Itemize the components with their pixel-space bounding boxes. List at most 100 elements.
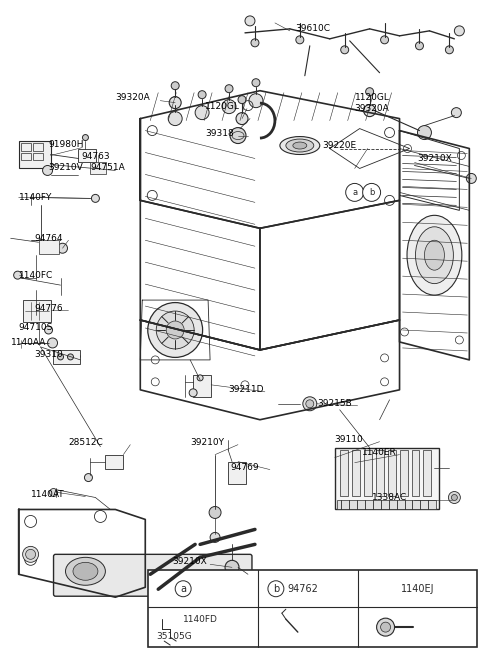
Text: 1140AA: 1140AA bbox=[11, 339, 46, 347]
Circle shape bbox=[58, 354, 63, 360]
Text: 91980H: 91980H bbox=[48, 140, 84, 149]
Bar bbox=[399, 449, 408, 496]
Text: 39215B: 39215B bbox=[318, 400, 352, 408]
Circle shape bbox=[13, 271, 22, 279]
Text: 39210Y: 39210Y bbox=[190, 438, 224, 447]
Circle shape bbox=[445, 46, 454, 54]
Text: 94769: 94769 bbox=[230, 463, 259, 472]
Circle shape bbox=[25, 550, 36, 559]
Circle shape bbox=[91, 195, 99, 202]
Circle shape bbox=[245, 16, 255, 26]
Bar bbox=[33, 143, 43, 151]
Circle shape bbox=[49, 489, 58, 496]
Text: 39320A: 39320A bbox=[115, 93, 150, 102]
Ellipse shape bbox=[73, 563, 98, 580]
Circle shape bbox=[225, 84, 233, 92]
Circle shape bbox=[197, 375, 203, 381]
Text: a: a bbox=[352, 188, 357, 197]
Bar bbox=[23, 300, 50, 322]
Text: 39610C: 39610C bbox=[295, 24, 330, 33]
Bar bbox=[193, 375, 211, 397]
Circle shape bbox=[171, 82, 179, 90]
Bar bbox=[106, 455, 123, 468]
Ellipse shape bbox=[65, 557, 106, 586]
Circle shape bbox=[189, 389, 197, 397]
Text: 39210X: 39210X bbox=[418, 154, 452, 163]
Circle shape bbox=[366, 88, 373, 96]
Circle shape bbox=[175, 581, 191, 597]
Text: 1140EJ: 1140EJ bbox=[401, 584, 434, 593]
Bar bbox=[336, 500, 436, 510]
Circle shape bbox=[377, 618, 395, 636]
Text: 1140FY: 1140FY bbox=[19, 193, 52, 202]
Text: 35105G: 35105G bbox=[156, 631, 192, 641]
Text: b: b bbox=[273, 584, 279, 593]
Bar bbox=[19, 141, 50, 168]
Text: 39310: 39310 bbox=[35, 350, 63, 360]
Bar bbox=[78, 149, 96, 162]
Circle shape bbox=[171, 97, 179, 105]
Text: 94710S: 94710S bbox=[19, 324, 53, 333]
Circle shape bbox=[238, 96, 246, 103]
Ellipse shape bbox=[416, 227, 454, 284]
Bar bbox=[423, 449, 432, 496]
Bar bbox=[364, 449, 372, 496]
Text: b: b bbox=[369, 188, 374, 197]
Circle shape bbox=[43, 166, 52, 176]
Circle shape bbox=[169, 97, 181, 109]
Ellipse shape bbox=[280, 136, 320, 155]
Circle shape bbox=[416, 42, 423, 50]
Circle shape bbox=[168, 111, 182, 126]
Circle shape bbox=[198, 90, 206, 99]
Text: a: a bbox=[180, 584, 186, 593]
Bar bbox=[33, 153, 43, 160]
Text: 1140ER: 1140ER bbox=[361, 448, 396, 457]
Bar bbox=[335, 447, 439, 510]
Text: 94762: 94762 bbox=[288, 584, 319, 593]
Bar bbox=[21, 143, 31, 151]
Text: 94764: 94764 bbox=[35, 234, 63, 243]
Bar bbox=[38, 240, 59, 254]
Circle shape bbox=[341, 46, 348, 54]
Text: 39110: 39110 bbox=[335, 435, 363, 444]
Text: 39220E: 39220E bbox=[323, 141, 357, 150]
Circle shape bbox=[45, 326, 52, 334]
Circle shape bbox=[455, 26, 464, 36]
Circle shape bbox=[222, 100, 236, 113]
Bar bbox=[148, 571, 477, 647]
Circle shape bbox=[303, 397, 317, 411]
Bar bbox=[21, 153, 31, 160]
Circle shape bbox=[364, 105, 376, 117]
Bar bbox=[52, 350, 81, 364]
Bar bbox=[387, 449, 396, 496]
Circle shape bbox=[48, 338, 58, 348]
Circle shape bbox=[249, 94, 263, 107]
Circle shape bbox=[268, 581, 284, 597]
Circle shape bbox=[209, 506, 221, 519]
Circle shape bbox=[363, 183, 381, 201]
Circle shape bbox=[195, 105, 209, 120]
Ellipse shape bbox=[293, 142, 307, 149]
Circle shape bbox=[448, 491, 460, 504]
Ellipse shape bbox=[424, 240, 444, 270]
Circle shape bbox=[296, 36, 304, 44]
Text: 39211D: 39211D bbox=[228, 385, 264, 394]
Circle shape bbox=[418, 126, 432, 140]
Circle shape bbox=[210, 533, 220, 542]
Text: 39210X: 39210X bbox=[172, 557, 207, 566]
Text: 39320A: 39320A bbox=[355, 104, 389, 113]
Bar bbox=[90, 162, 107, 174]
Circle shape bbox=[451, 107, 461, 118]
Circle shape bbox=[225, 560, 239, 574]
Text: 94776: 94776 bbox=[35, 303, 63, 312]
Ellipse shape bbox=[148, 303, 203, 358]
Text: 94751A: 94751A bbox=[90, 163, 125, 172]
Text: 1120GL: 1120GL bbox=[355, 93, 390, 102]
Ellipse shape bbox=[407, 215, 462, 295]
Bar bbox=[411, 449, 420, 496]
Circle shape bbox=[251, 39, 259, 47]
Text: 1120GL: 1120GL bbox=[205, 102, 240, 111]
Bar bbox=[352, 449, 360, 496]
Circle shape bbox=[236, 113, 248, 124]
Text: 28512C: 28512C bbox=[69, 438, 103, 447]
